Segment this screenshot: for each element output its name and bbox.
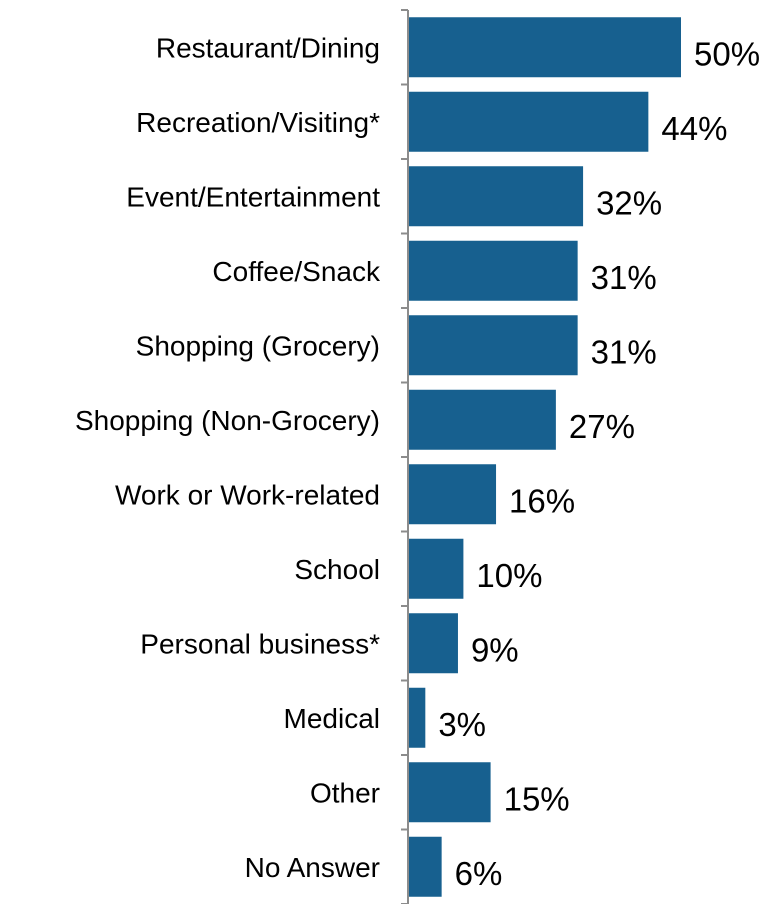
category-axis [401,9,409,904]
bar [409,836,442,897]
category-label: No Answer [245,852,380,883]
bar [409,538,464,599]
category-label: Coffee/Snack [212,256,381,287]
category-label: Medical [284,703,380,734]
bar [409,240,578,301]
value-label: 10% [476,557,542,594]
bar [409,613,458,674]
value-label: 15% [504,780,570,817]
value-label: 31% [591,333,657,370]
category-label: Other [310,777,380,808]
value-label: 6% [455,855,503,892]
bar [409,315,578,376]
bar [409,389,556,450]
value-label: 27% [569,408,635,445]
bar [409,166,584,227]
category-label: Shopping (Non-Grocery) [75,405,380,436]
bar [409,687,426,748]
bar [409,762,491,823]
value-label: 31% [591,259,657,296]
category-label: Shopping (Grocery) [136,330,380,361]
value-label: 16% [509,482,575,519]
bar [409,464,497,525]
category-label: Event/Entertainment [126,181,380,212]
category-label: School [294,554,380,585]
category-label: Personal business* [140,628,380,659]
bar [409,17,681,78]
category-label: Restaurant/Dining [156,32,380,63]
value-label: 9% [471,631,519,668]
category-labels: Restaurant/Dining Recreation/Visiting* Eve… [75,32,381,883]
category-label: Work or Work-related [115,479,380,510]
value-labels: 50% 44% 32% 31% 31% 27% 16% 10% 9% 3% 15% 6% [438,35,760,892]
value-label: 3% [438,706,486,743]
bars-group [409,17,681,897]
value-label: 50% [694,35,760,72]
bar [409,91,649,152]
value-label: 32% [596,184,662,221]
category-label: Recreation/Visiting* [136,107,380,138]
value-label: 44% [661,110,727,147]
